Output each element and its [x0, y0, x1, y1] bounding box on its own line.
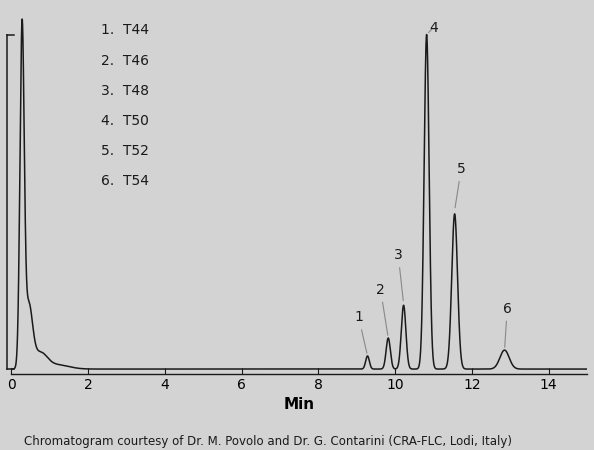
Text: 1: 1	[354, 310, 367, 353]
Text: 5: 5	[455, 162, 466, 207]
Text: 1.  T44: 1. T44	[100, 23, 148, 37]
X-axis label: Min: Min	[283, 396, 315, 412]
Text: 2.  T46: 2. T46	[100, 54, 148, 68]
Text: 4.  T50: 4. T50	[100, 114, 148, 128]
Text: 3.  T48: 3. T48	[100, 84, 148, 98]
Text: 6.  T54: 6. T54	[100, 174, 148, 188]
Text: 5.  T52: 5. T52	[100, 144, 148, 158]
Text: 2: 2	[376, 283, 388, 335]
Text: 3: 3	[394, 248, 403, 301]
Text: Chromatogram courtesy of Dr. M. Povolo and Dr. G. Contarini (CRA-FLC, Lodi, Ital: Chromatogram courtesy of Dr. M. Povolo a…	[24, 435, 512, 448]
Text: 6: 6	[503, 302, 511, 347]
Text: 4: 4	[428, 21, 438, 35]
